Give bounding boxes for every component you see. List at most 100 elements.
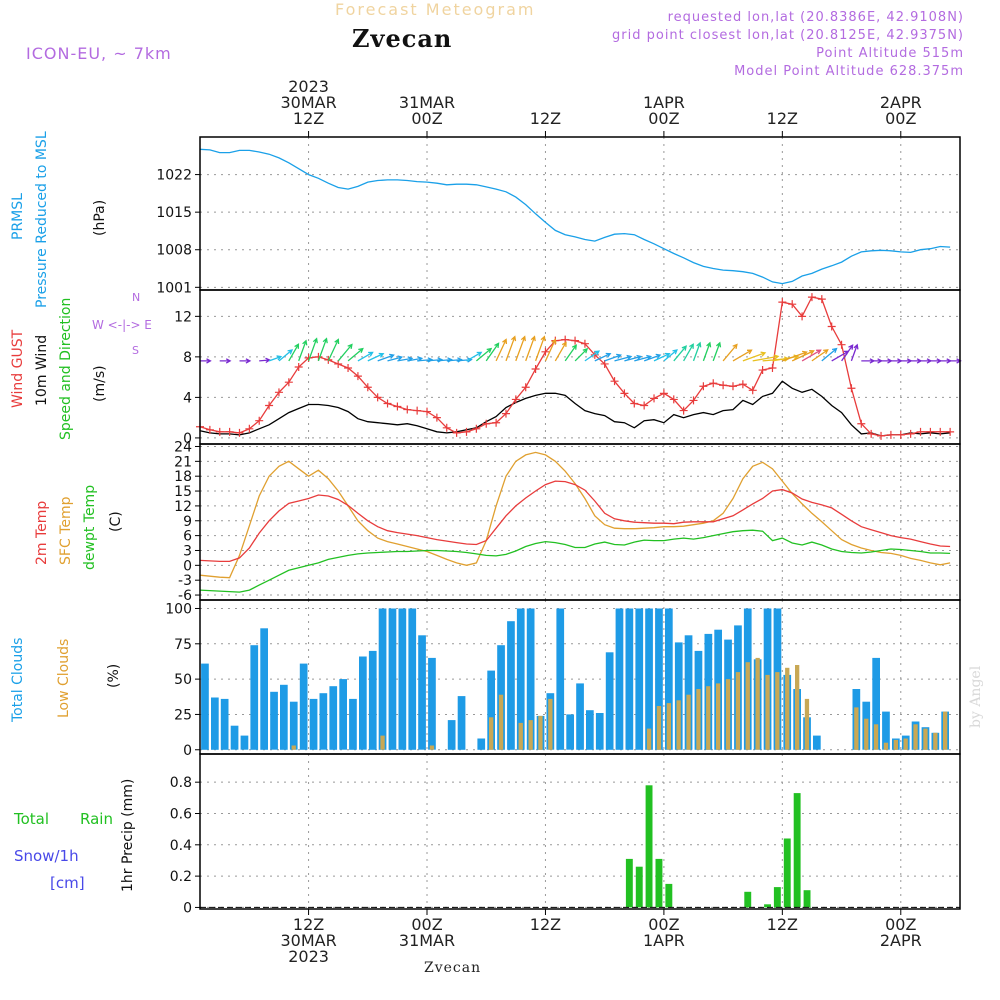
total-cloud-bar [872, 657, 880, 750]
low-cloud-bar [676, 700, 681, 750]
total-cloud-bar [655, 608, 663, 750]
gust-marker [225, 427, 234, 436]
bottom-time-label: 30MAR [280, 931, 336, 950]
low-cloud-bar [548, 698, 553, 750]
top-time-label: 2023 [288, 77, 329, 96]
gust-marker [877, 431, 886, 440]
wind-arrow [782, 350, 808, 362]
wind-arrow [525, 335, 536, 362]
bottom-time-label: 12Z [767, 915, 798, 934]
gust-marker [709, 379, 718, 388]
total-cloud-bar [220, 698, 229, 750]
label-rain: Rain [80, 810, 113, 828]
ytick-label: 15 [174, 484, 192, 500]
ytick-label: 0 [183, 558, 192, 574]
low-cloud-bar [538, 715, 543, 750]
wind-arrow [327, 338, 340, 362]
ytick-label: 3 [183, 543, 192, 559]
low-cloud-bar [696, 689, 701, 750]
ytick-label: 50 [174, 672, 192, 688]
gust-marker [728, 382, 737, 391]
total-cloud-bar [329, 686, 338, 750]
gust-marker [659, 389, 668, 398]
gust-marker [452, 428, 461, 437]
wind-arrow [900, 358, 913, 364]
gust-marker [669, 395, 678, 404]
wind-arrow [910, 358, 923, 364]
bottom-time-label: 31MAR [399, 931, 455, 950]
low-cloud-bar [804, 698, 810, 750]
gust-marker [788, 300, 797, 309]
wind-arrow [624, 354, 643, 362]
wind-arrow [219, 358, 232, 364]
panel-frame-precip [199, 753, 961, 910]
wind-arrow [337, 343, 353, 362]
total-cloud-bar [250, 645, 259, 750]
ytick-label: 0 [183, 900, 192, 916]
low-cloud-bar [755, 657, 760, 750]
total-cloud-bar [201, 663, 209, 750]
gust-marker [284, 378, 293, 387]
wind-arrow [347, 347, 364, 362]
gust-marker [363, 383, 372, 392]
wind-arrow [307, 337, 318, 362]
panel-frame-temperature [199, 443, 961, 601]
wind-arrow [841, 344, 854, 362]
total-cloud-bar [260, 628, 268, 750]
total-cloud-bar [378, 608, 387, 750]
wind-arrow [475, 347, 493, 362]
footer-station: Zvecan [424, 960, 482, 976]
low-cloud-bar [646, 728, 652, 750]
temp2m-line [199, 480, 951, 563]
total-cloud-bar [309, 698, 318, 750]
total-cloud-bar [339, 679, 347, 750]
wind-arrow [683, 343, 694, 362]
ytick-label: 1015 [156, 205, 192, 221]
wind-arrow [634, 354, 653, 362]
dewpt-line [199, 529, 951, 593]
total-cloud-bar [576, 683, 584, 750]
gust-marker [482, 419, 491, 428]
wind-arrow [831, 350, 850, 362]
total-cloud-bar [595, 713, 604, 750]
wind-arrow [534, 335, 546, 362]
gust-marker [215, 427, 224, 436]
low-cloud-bar [518, 722, 523, 750]
wind-arrow [574, 347, 589, 362]
total-cloud-bar [625, 608, 634, 750]
rain-bar [625, 858, 633, 908]
pressure-line [199, 148, 951, 285]
ytick-label: 0.8 [170, 775, 192, 791]
gust-marker [353, 372, 362, 381]
gust-marker [423, 407, 432, 416]
wind-arrow [881, 358, 893, 364]
total-cloud-bar [408, 608, 417, 750]
gust-marker [205, 425, 214, 434]
total-cloud-bar [349, 698, 357, 750]
gust-marker [847, 384, 856, 393]
low-cloud-bar [745, 662, 750, 750]
panel-frame-pressure [199, 136, 961, 291]
total-cloud-bar [299, 663, 308, 750]
gust-marker [265, 401, 274, 410]
top-time-label: 12Z [767, 109, 798, 128]
gust-marker [906, 429, 915, 438]
bottom-time-label: 12Z [293, 915, 324, 934]
wind-arrow [722, 343, 738, 362]
ytick-label: 24 [174, 439, 192, 455]
ytick-label: 9 [183, 514, 192, 530]
ytick-label: 8 [183, 350, 192, 366]
rain-bar [744, 891, 752, 908]
wind-arrow [742, 351, 767, 362]
bottom-time-label: 1APR [643, 931, 685, 950]
gust-marker [699, 382, 708, 391]
wind-arrow [594, 352, 612, 362]
wind-arrow [239, 358, 252, 364]
wind-arrow [801, 349, 822, 362]
ytick-label: 12 [174, 309, 192, 325]
total-cloud-bar [418, 635, 426, 750]
total-cloud-bar [516, 608, 525, 750]
low-cloud-bar [913, 724, 918, 750]
total-cloud-bar [270, 691, 278, 750]
rain-bar [655, 858, 663, 908]
